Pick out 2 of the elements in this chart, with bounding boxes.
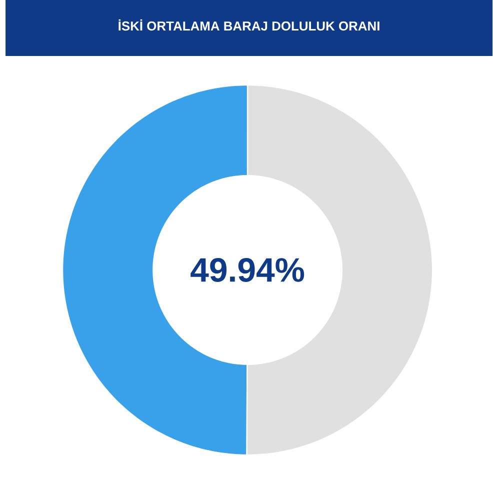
chart-title: İSKİ ORTALAMA BARAJ DOLULUK ORANI	[118, 19, 380, 31]
text: 49.94%	[190, 258, 304, 282]
